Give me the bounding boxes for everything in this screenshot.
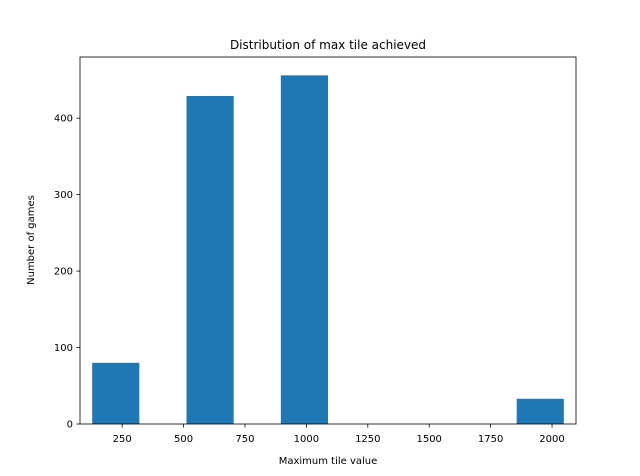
- x-tick-label-4: 1250: [355, 434, 380, 445]
- y-tick-label-1: 100: [54, 343, 73, 354]
- y-tick-label-4: 400: [54, 114, 73, 125]
- bar-0: [92, 362, 140, 424]
- y-axis-title: Number of games: [26, 195, 37, 285]
- x-axis-ticks: 250 500 750 1000 1250 1500 1750 2000: [113, 424, 565, 445]
- x-tick-label-3: 1000: [294, 434, 319, 445]
- x-tick-label-2: 750: [235, 434, 254, 445]
- plot-frame: [79, 56, 577, 425]
- y-axis-ticks: 0 100 200 300 400: [54, 114, 80, 431]
- bar-1: [186, 95, 234, 425]
- bars-group: [92, 75, 564, 425]
- x-tick-label-1: 500: [174, 434, 193, 445]
- y-tick-label-2: 200: [54, 267, 73, 278]
- bar-2: [280, 75, 328, 424]
- x-tick-label-6: 1750: [478, 434, 503, 445]
- x-axis-title: Maximum tile value: [279, 456, 378, 467]
- y-tick-label-3: 300: [54, 190, 73, 201]
- x-tick-label-5: 1500: [416, 434, 441, 445]
- x-tick-label-0: 250: [113, 434, 132, 445]
- bar-3: [516, 398, 564, 424]
- x-tick-label-7: 2000: [539, 434, 564, 445]
- y-tick-label-0: 0: [67, 420, 73, 431]
- chart-title: Distribution of max tile achieved: [230, 38, 426, 52]
